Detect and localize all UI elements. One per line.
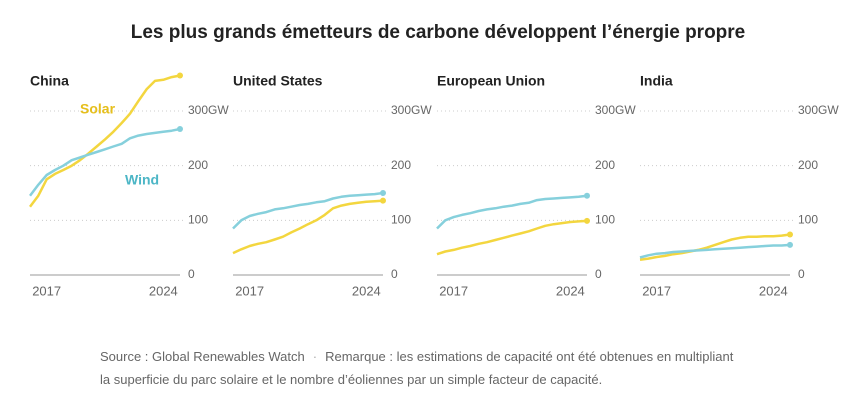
line xyxy=(639,243,791,259)
end-dot xyxy=(380,197,386,204)
x-tick-label: 2017 xyxy=(439,283,468,298)
y-tick-label: 200 xyxy=(595,158,615,172)
series-label: Wind xyxy=(125,172,159,188)
y-tick-label: 200 xyxy=(391,158,411,172)
line xyxy=(436,194,588,230)
end-dot xyxy=(787,231,793,238)
y-tick-label: 0 xyxy=(188,267,195,281)
x-tick-label: 2024 xyxy=(759,283,788,298)
end-dot xyxy=(584,217,590,224)
end-dot xyxy=(584,192,590,199)
y-tick-label: 100 xyxy=(391,213,411,227)
line xyxy=(232,191,384,230)
footer: Source : Global Renewables Watch · Remarqu… xyxy=(100,349,734,387)
panel-title: India xyxy=(640,73,673,89)
y-tick-label: 100 xyxy=(798,213,818,227)
panel-title: European Union xyxy=(437,73,545,89)
y-tick-label: 200 xyxy=(798,158,818,172)
panel-title: United States xyxy=(233,73,323,89)
y-tick-label: 0 xyxy=(391,267,398,281)
x-tick-label: 2017 xyxy=(642,283,671,298)
line xyxy=(639,233,791,261)
line xyxy=(436,219,588,256)
end-dot xyxy=(177,126,183,133)
line xyxy=(29,74,181,208)
y-tick-label: 0 xyxy=(798,267,805,281)
x-tick-label: 2017 xyxy=(235,283,264,298)
y-tick-label: 100 xyxy=(188,213,208,227)
chart: Les plus grands émetteurs de carbone dév… xyxy=(29,22,839,298)
series-label: Solar xyxy=(80,101,116,117)
note: Remarque : les estimations de capacité o… xyxy=(100,349,734,387)
x-tick-label: 2024 xyxy=(352,283,381,298)
y-tick-label: 300GW xyxy=(798,103,839,117)
y-tick-label: 100 xyxy=(595,213,615,227)
panel-title: China xyxy=(30,73,69,89)
y-tick-label: 300GW xyxy=(188,103,229,117)
x-tick-label: 2024 xyxy=(556,283,585,298)
x-tick-label: 2024 xyxy=(149,283,178,298)
line xyxy=(232,199,384,255)
x-tick-label: 2017 xyxy=(32,283,61,298)
y-tick-label: 300GW xyxy=(391,103,432,117)
chart-title: Les plus grands émetteurs de carbone dév… xyxy=(131,22,746,43)
y-tick-label: 200 xyxy=(188,158,208,172)
end-dot xyxy=(380,190,386,196)
y-tick-label: 0 xyxy=(595,267,602,281)
end-dot xyxy=(177,72,183,79)
line xyxy=(29,127,181,197)
source: Source : Global Renewables Watch xyxy=(100,349,305,364)
y-tick-label: 300GW xyxy=(595,103,636,117)
end-dot xyxy=(787,241,793,248)
